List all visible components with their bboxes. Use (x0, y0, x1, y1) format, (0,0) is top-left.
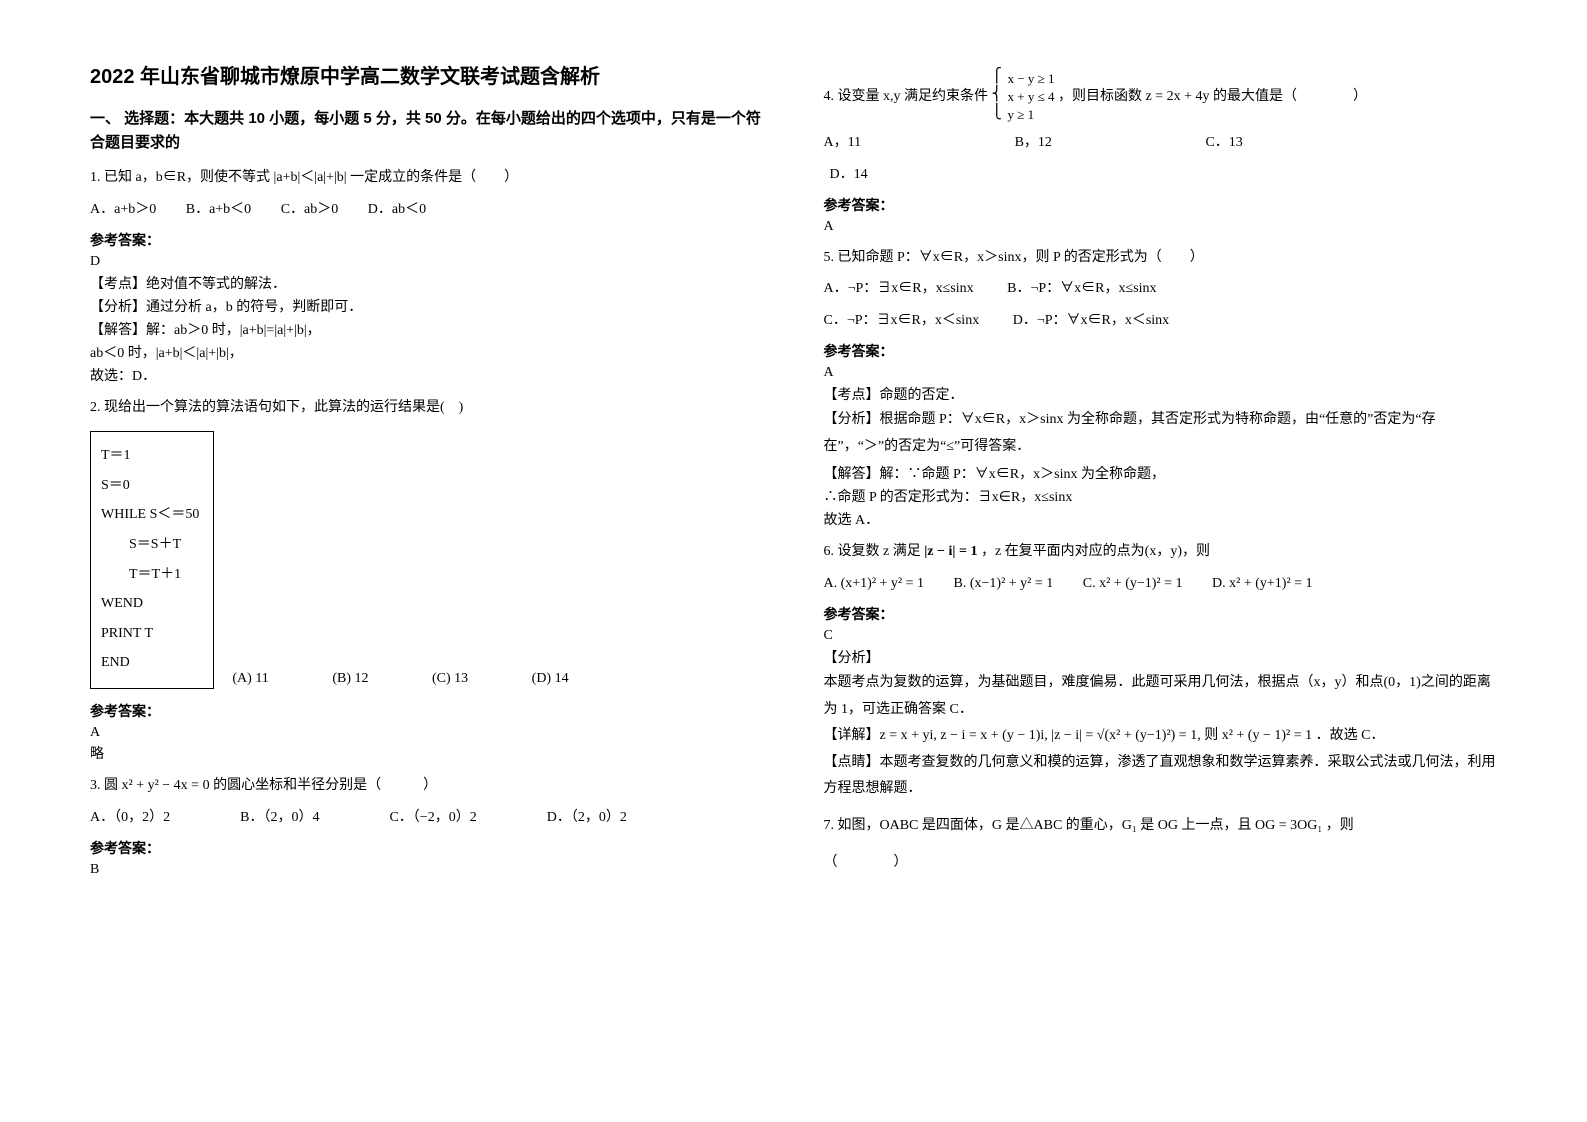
q4-stem-b: ，则目标函数 z = 2x + 4y 的最大值是（ ） (1058, 89, 1367, 104)
q3-answer: B (90, 862, 764, 878)
q1-opt-c: C．ab＞0 (281, 196, 339, 224)
q2-stem: 2. 现给出一个算法的算法语句如下，此算法的运行结果是( ) (90, 395, 764, 422)
q4-answer: A (824, 219, 1498, 235)
q4-stem-a: 4. 设变量 x,y 满足约束条件 (824, 89, 992, 104)
q1-options: A．a+b＞0 B．a+b＜0 C．ab＞0 D．ab＜0 (90, 196, 764, 224)
q1-topic: 【考点】绝对值不等式的解法． (90, 273, 764, 293)
q4-opt-b: B，12 (1015, 129, 1052, 157)
q1-opt-a: A．a+b＞0 (90, 196, 156, 224)
q5-stem: 5. 已知命题 P：∀x∈R，x＞sinx，则 P 的否定形式为（ ） (824, 245, 1498, 272)
section-heading: 一、 选择题：本大题共 10 小题，每小题 5 分，共 50 分。在每小题给出的… (90, 107, 764, 155)
q3-opt-b: B．（2，0）4 (240, 804, 319, 832)
q2-opt-a: (A) 11 (232, 671, 268, 686)
q6-equation: |z − i| = 1 (924, 544, 977, 559)
q5-opt-a: A．¬P：∃x∈R，x≤sinx (824, 275, 974, 303)
q3-stem-b: 的圆心坐标和半径分别是（ ） (210, 778, 438, 793)
q6-opt-b: B. (x−1)² + y² = 1 (954, 570, 1054, 598)
q6-opt-d: D. x² + (y+1)² = 1 (1212, 570, 1313, 598)
q4-opt-c: C．13 (1205, 129, 1242, 157)
q5-answer-label: 参考答案： (824, 341, 1498, 361)
q4-answer-label: 参考答案： (824, 195, 1498, 215)
q5-opt-c: C．¬P：∃x∈R，x＜sinx (824, 307, 980, 335)
q2-code-7: PRINT T (101, 621, 199, 648)
q5-analysis: 【分析】根据命题 P：∀x∈R，x＞sinx 为全称命题，其否定形式为特称命题，… (824, 407, 1498, 460)
q1-analysis: 【分析】通过分析 a，b 的符号，判断即可． (90, 296, 764, 316)
q2-extra: 略 (90, 743, 764, 763)
q2-opt-c: (C) 13 (432, 671, 468, 686)
q3-stem: 3. 圆 x² + y² − 4x = 0 的圆心坐标和半径分别是（ ） (90, 773, 764, 800)
q2-answer: A (90, 725, 764, 741)
q5-topic: 【考点】命题的否定． (824, 384, 1498, 404)
q7-stem-a: 7. 如图，OABC 是四面体，G 是△ABC 的重心，G₁ 是 OG 上一点，… (824, 818, 1354, 833)
q1-opt-b: B．a+b＜0 (186, 196, 251, 224)
q6-point: 【点睛】本题考查复数的几何意义和模的运算，渗透了直观想象和数学运算素养．采取公式… (824, 750, 1498, 803)
q4-sys-2: x + y ≤ 4 (1008, 88, 1055, 106)
q3-opt-c: C．（−2，0）2 (389, 804, 476, 832)
q2-code-6: WEND (101, 591, 199, 618)
q2-code-2: S＝0 (101, 473, 199, 500)
q2-opt-d: (D) 14 (532, 671, 569, 686)
page-title: 2022 年山东省聊城市燎原中学高二数学文联考试题含解析 (90, 60, 764, 89)
q6-answer-label: 参考答案： (824, 604, 1498, 624)
q6-stem: 6. 设复数 z 满足 |z − i| = 1 ，z 在复平面内对应的点为(x，… (824, 539, 1498, 566)
q6-options: A. (x+1)² + y² = 1 B. (x−1)² + y² = 1 C.… (824, 570, 1498, 598)
q1-answer: D (90, 254, 764, 270)
q4-options: A，11 B，12 C．13 (824, 129, 1498, 157)
q2-code-5: T＝T＋1 (101, 562, 199, 589)
q6-analysis: 本题考点为复数的运算，为基础题目，难度偏易．此题可采用几何法，根据点（x，y）和… (824, 670, 1498, 723)
q4-sys-1: x − y ≥ 1 (1008, 70, 1055, 88)
q4-stem: 4. 设变量 x,y 满足约束条件 x − y ≥ 1 x + y ≤ 4 y … (824, 70, 1498, 125)
q2-code-4: S＝S＋T (101, 532, 199, 559)
q2-code-3: WHILE S＜＝50 (101, 502, 199, 529)
q2-code-8: END (101, 650, 199, 677)
q3-opt-d: D．（2，0）2 (547, 804, 627, 832)
q2-options: (A) 11 (B) 12 (C) 13 (D) 14 (232, 671, 628, 695)
q6-opt-a: A. (x+1)² + y² = 1 (824, 570, 925, 598)
q2-row: T＝1 S＝0 WHILE S＜＝50 S＝S＋T T＝T＋1 WEND PRI… (90, 425, 764, 695)
q4-opt-a: A，11 (824, 129, 862, 157)
q3-answer-label: 参考答案： (90, 838, 764, 858)
q4-sys-3: y ≥ 1 (1008, 106, 1055, 124)
q5-sol-1: 【解答】解：∵命题 P：∀x∈R，x＞sinx 为全称命题， (824, 463, 1498, 483)
q1-sol-1: 【解答】解：ab＞0 时，|a+b|=|a|+|b|， (90, 319, 764, 339)
q6-answer: C (824, 628, 1498, 644)
right-column: 4. 设变量 x,y 满足约束条件 x − y ≥ 1 x + y ≤ 4 y … (824, 60, 1498, 1062)
q5-options-1: A．¬P：∃x∈R，x≤sinx B．¬P：∀x∈R，x≤sinx (824, 275, 1498, 303)
q3-equation: x² + y² − 4x = 0 (122, 778, 210, 793)
q2-opt-b: (B) 12 (332, 671, 368, 686)
q5-sol-2: ∴命题 P 的否定形式为：∃x∈R，x≤sinx (824, 486, 1498, 506)
q5-opt-b: B．¬P：∀x∈R，x≤sinx (1007, 275, 1156, 303)
q3-options: A．（0，2）2 B．（2，0）4 C．（−2，0）2 D．（2，0）2 (90, 804, 764, 832)
q1-opt-d: D．ab＜0 (368, 196, 426, 224)
q6-detail: 【详解】z = x + yi, z − i = x + (y − 1)i, |z… (824, 723, 1498, 750)
q4-options-2: D．14 (824, 161, 1498, 189)
q2-code-1: T＝1 (101, 443, 199, 470)
q5-answer: A (824, 365, 1498, 381)
q6-analysis-label: 【分析】 (824, 647, 1498, 667)
q6-stem-b: ，z 在复平面内对应的点为(x，y)，则 (977, 544, 1210, 559)
q1-stem: 1. 已知 a，b∈R，则使不等式 |a+b|＜|a|+|b| 一定成立的条件是… (90, 165, 764, 192)
q7-stem-b: （ ） (824, 850, 1498, 877)
q6-stem-a: 6. 设复数 z 满足 (824, 544, 925, 559)
q5-sol-3: 故选 A． (824, 509, 1498, 529)
q1-sol-3: 故选：D． (90, 365, 764, 385)
q5-opt-d: D．¬P：∀x∈R，x＜sinx (1013, 307, 1169, 335)
q2-code-box: T＝1 S＝0 WHILE S＜＝50 S＝S＋T T＝T＋1 WEND PRI… (90, 431, 214, 689)
q4-constraint-system: x − y ≥ 1 x + y ≤ 4 y ≥ 1 (992, 70, 1055, 125)
q3-opt-a: A．（0，2）2 (90, 804, 170, 832)
q7-stem: 7. 如图，OABC 是四面体，G 是△ABC 的重心，G₁ 是 OG 上一点，… (824, 813, 1498, 840)
q3-stem-a: 3. 圆 (90, 778, 122, 793)
left-column: 2022 年山东省聊城市燎原中学高二数学文联考试题含解析 一、 选择题：本大题共… (90, 60, 764, 1062)
q6-opt-c: C. x² + (y−1)² = 1 (1083, 570, 1183, 598)
q4-opt-d: D．14 (830, 161, 868, 189)
q5-options-2: C．¬P：∃x∈R，x＜sinx D．¬P：∀x∈R，x＜sinx (824, 307, 1498, 335)
q1-answer-label: 参考答案： (90, 230, 764, 250)
q1-sol-2: ab＜0 时，|a+b|＜|a|+|b|， (90, 342, 764, 362)
q2-answer-label: 参考答案： (90, 701, 764, 721)
